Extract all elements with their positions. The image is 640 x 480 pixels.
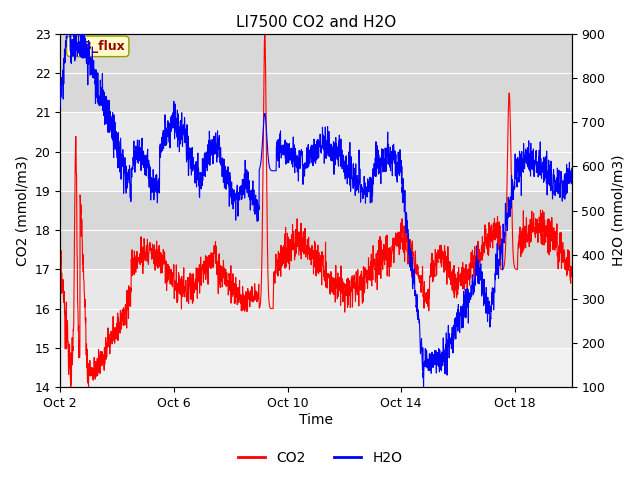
Text: MB_flux: MB_flux [70, 40, 125, 53]
Title: LI7500 CO2 and H2O: LI7500 CO2 and H2O [236, 15, 396, 30]
Bar [60, 34, 572, 112]
X-axis label: Time: Time [299, 413, 333, 427]
Bar [60, 269, 572, 348]
Legend: CO2, H2O: CO2, H2O [232, 445, 408, 471]
Bar [60, 112, 572, 191]
Y-axis label: H2O (mmol/m3): H2O (mmol/m3) [611, 155, 625, 266]
Y-axis label: CO2 (mmol/m3): CO2 (mmol/m3) [15, 155, 29, 266]
Bar [60, 191, 572, 269]
